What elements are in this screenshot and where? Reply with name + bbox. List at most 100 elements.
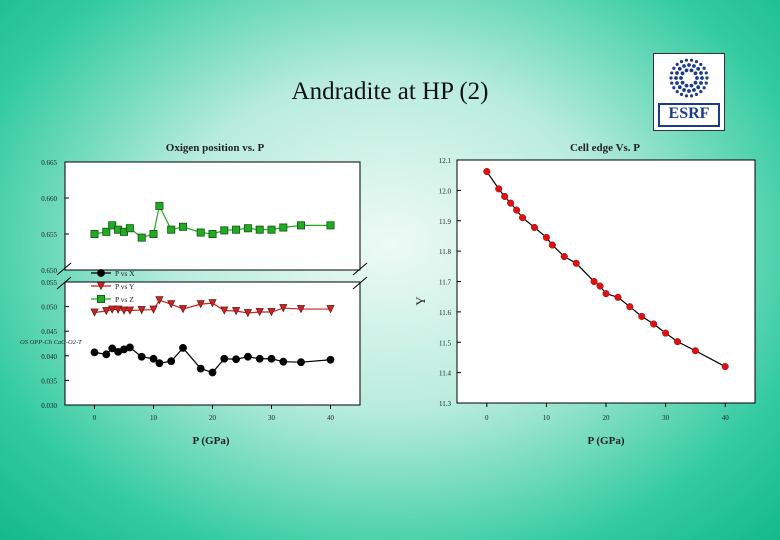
overlap-axis-label: OS OPP-Ch CaO-O2-T: [20, 339, 82, 346]
x-axis-label: P (GPa): [193, 435, 230, 447]
data-point: [155, 359, 164, 368]
data-point: [590, 277, 598, 286]
series-line: [486, 171, 726, 368]
y-tick-label: 11.7: [439, 279, 451, 287]
logo-dot: [677, 66, 682, 71]
data-point: [167, 300, 176, 309]
logo-dot: [692, 88, 696, 92]
x-tick-label: 20: [209, 414, 217, 422]
y-tick-label: 0.660: [41, 195, 57, 203]
data-point: [232, 225, 241, 234]
axis-break-marks: [56, 262, 368, 290]
data-point: [279, 304, 288, 313]
oxygen-position-chart: Oxigen position vs. P 0.665 0.660 0.655 0.6…: [20, 142, 368, 447]
data-point: [137, 306, 146, 315]
x-tick-label: 40: [327, 414, 335, 422]
x-tick-label: 30: [268, 414, 276, 422]
data-point: [220, 306, 229, 315]
logo-dot: [675, 62, 679, 66]
data-point: [495, 185, 503, 193]
data-point: [296, 305, 306, 314]
data-point: [501, 192, 509, 201]
data-point: [108, 344, 117, 353]
logo-dot: [679, 60, 684, 64]
data-point: [255, 308, 264, 317]
slide-title: Andradite at HP (2): [291, 78, 489, 105]
data-point: [560, 253, 568, 261]
data-point: [167, 357, 176, 366]
data-point: [196, 300, 205, 309]
data-point: [614, 293, 622, 301]
data-point: [102, 227, 111, 236]
x-tick-label: 20: [603, 414, 611, 422]
data-point: [167, 225, 176, 234]
logo-dot: [680, 80, 685, 85]
logo-dot: [677, 85, 682, 90]
data-point: [572, 259, 580, 267]
data-point: [178, 222, 187, 231]
x-tick-label: 30: [662, 414, 670, 422]
data-point: [108, 221, 117, 230]
logo-dot: [674, 76, 678, 80]
data-point: [483, 167, 491, 176]
data-point: [196, 364, 205, 373]
data-point: [102, 350, 111, 359]
y-tick-label: 11.6: [439, 309, 451, 317]
y-tick-label: 11.9: [439, 218, 451, 226]
logo-dot: [702, 66, 706, 70]
x-tick-label: 40: [722, 414, 730, 422]
data-point: [208, 368, 217, 377]
data-point: [326, 305, 335, 314]
logo-dot: [672, 66, 676, 70]
cell-edge-chart: Cell edge Vs. P 11.3 11.4 11.5 11.6 11.7 11.8…: [413, 142, 756, 447]
data-point: [90, 348, 99, 357]
logo-dot: [702, 86, 706, 90]
logo-dot: [696, 85, 701, 90]
data-point: [279, 357, 288, 366]
data-point: [137, 352, 146, 361]
logo-dot: [675, 81, 679, 85]
data-point: [267, 354, 276, 363]
legend-marker: [97, 269, 105, 277]
data-point: [232, 307, 241, 316]
data-point: [196, 228, 205, 237]
data-point: [137, 233, 146, 242]
data-point: [596, 282, 604, 290]
data-point: [602, 290, 610, 298]
chart-title: Cell edge Vs. P: [570, 142, 640, 154]
y-tick-label: 11.4: [439, 370, 451, 378]
x-tick-label: 0: [93, 414, 97, 422]
data-point: [662, 329, 670, 337]
data-point: [530, 223, 539, 231]
esrf-emblem-icon: [669, 58, 709, 98]
data-point: [220, 226, 229, 235]
data-point: [102, 307, 111, 316]
legend-marker: [97, 294, 106, 303]
data-point: [178, 305, 188, 314]
data-point: [155, 296, 164, 305]
data-point: [208, 230, 217, 239]
y-tick-label: 11.8: [439, 248, 451, 256]
x-tick-label: 0: [485, 414, 489, 422]
y-tick-label: 0.040: [41, 353, 57, 361]
logo-dot: [689, 58, 694, 62]
data-point: [542, 233, 550, 242]
logo-dot: [689, 94, 694, 98]
data-point: [149, 354, 158, 363]
data-point: [721, 363, 729, 371]
data-point: [626, 303, 634, 311]
data-point: [208, 299, 217, 308]
logo-dot: [687, 63, 691, 67]
data-point: [179, 344, 187, 352]
esrf-logo: ESRF: [653, 53, 725, 131]
x-axis-label: P (GPa): [588, 435, 625, 447]
logo-dot: [679, 76, 683, 80]
logo-dot: [684, 94, 689, 98]
data-point: [243, 352, 252, 361]
logo-dot: [687, 89, 691, 93]
logo-dot: [675, 71, 679, 75]
logo-dot: [699, 62, 703, 66]
logo-dot: [704, 81, 708, 85]
data-point: [114, 305, 123, 314]
logo-dot: [699, 81, 703, 85]
